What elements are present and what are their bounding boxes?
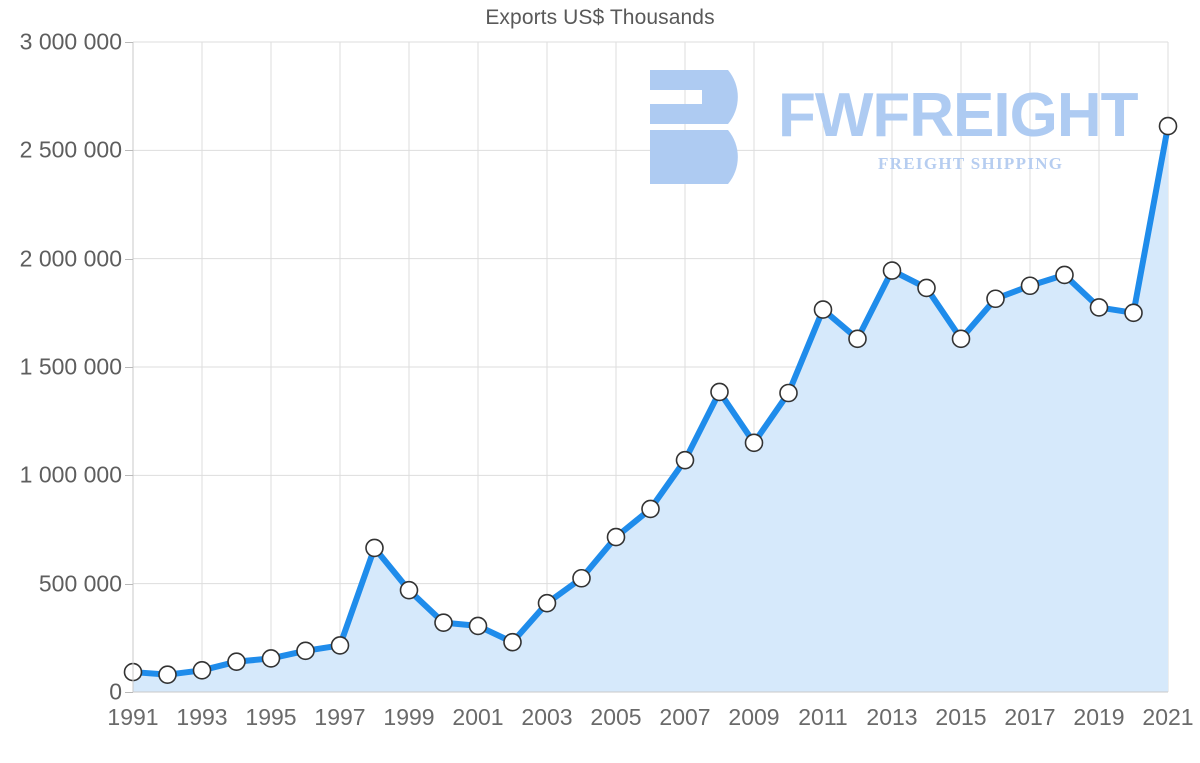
x-tick-label: 1993 xyxy=(176,704,228,730)
y-tick-label: 1 500 000 xyxy=(19,353,122,380)
x-tick-label: 1999 xyxy=(383,704,435,730)
x-tick-label: 1997 xyxy=(314,704,366,730)
chart-title: Exports US$ Thousands xyxy=(485,6,715,29)
y-tick-mark xyxy=(125,150,133,152)
x-tick-label: 2007 xyxy=(659,704,711,730)
x-tick-label: 2015 xyxy=(935,704,987,730)
y-tick-mark xyxy=(125,583,133,585)
y-tick-mark xyxy=(125,42,133,43)
x-tick-label: 1995 xyxy=(245,704,297,730)
y-tick-label: 0 xyxy=(109,678,122,705)
series-markers xyxy=(123,116,1178,684)
x-tick-label: 2013 xyxy=(866,704,918,730)
y-tick-label: 3 000 000 xyxy=(19,28,122,55)
x-tick-label: 2005 xyxy=(590,704,642,730)
x-tick-label: 2003 xyxy=(521,704,573,730)
y-tick-mark xyxy=(125,258,133,260)
x-tick-label: 2017 xyxy=(1004,704,1056,730)
series-area-fill xyxy=(133,126,1168,692)
y-tick-mark xyxy=(125,475,133,477)
x-tick-label: 2001 xyxy=(452,704,504,730)
y-tick-label: 500 000 xyxy=(38,570,122,597)
y-tick-label: 1 000 000 xyxy=(19,461,122,488)
x-tick-label: 2009 xyxy=(728,704,780,730)
y-tick-label: 2 500 000 xyxy=(19,136,122,163)
y-tick-mark xyxy=(125,692,133,693)
x-tick-label: 2019 xyxy=(1073,704,1125,730)
x-tick-label: 2021 xyxy=(1142,704,1194,730)
x-tick-label: 1991 xyxy=(107,704,159,730)
y-tick-label: 2 000 000 xyxy=(19,245,122,272)
x-tick-label: 2011 xyxy=(798,704,848,730)
y-tick-mark xyxy=(125,367,133,368)
